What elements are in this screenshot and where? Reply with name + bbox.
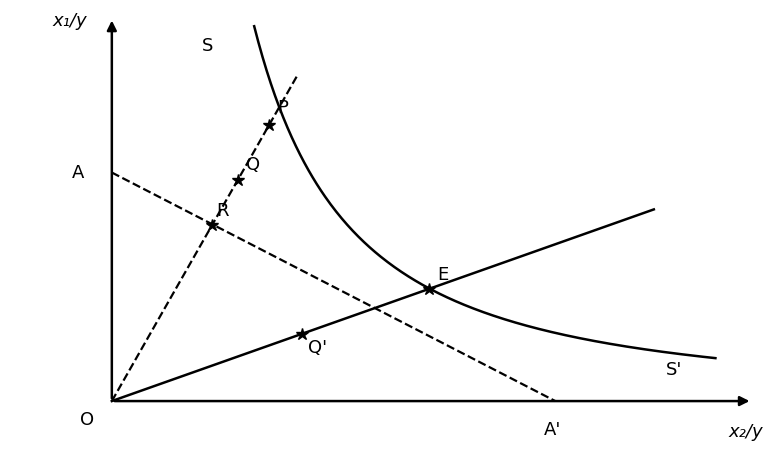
Text: E: E xyxy=(437,266,448,284)
Text: A': A' xyxy=(543,421,561,439)
Text: x₂/y: x₂/y xyxy=(729,423,763,441)
Text: x₁/y: x₁/y xyxy=(52,13,88,30)
Text: Q: Q xyxy=(246,156,260,175)
Text: R: R xyxy=(217,202,229,219)
Text: A: A xyxy=(72,163,84,182)
Text: Q': Q' xyxy=(307,339,327,357)
Text: P: P xyxy=(277,99,288,117)
Text: S': S' xyxy=(666,361,683,379)
Text: S: S xyxy=(202,37,213,55)
Text: O: O xyxy=(80,410,95,429)
